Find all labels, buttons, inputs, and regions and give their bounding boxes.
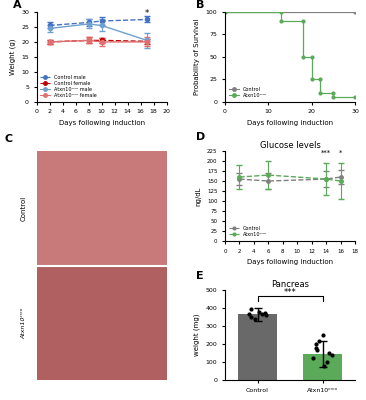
- Point: [259, 310, 265, 317]
- Y-axis label: weight (mg): weight (mg): [194, 314, 200, 356]
- Title: Pancreas: Pancreas: [271, 280, 309, 290]
- Point: [252, 316, 258, 322]
- Text: Atxn10ᶜʳᶜᵒ: Atxn10ᶜʳᶜᵒ: [21, 307, 26, 338]
- Y-axis label: ng/dL: ng/dL: [195, 186, 201, 206]
- Point: [313, 344, 319, 351]
- Y-axis label: Weight (g): Weight (g): [9, 39, 15, 75]
- Legend: Control, Atxn10ᶜʳᶜᵒ: Control, Atxn10ᶜʳᶜᵒ: [228, 224, 268, 238]
- Point: [320, 332, 326, 338]
- Point: [329, 352, 335, 358]
- Point: [313, 341, 319, 347]
- Point: [248, 314, 254, 320]
- Point: [322, 362, 328, 369]
- Y-axis label: Probability of Survival: Probability of Survival: [194, 19, 200, 95]
- X-axis label: Days following induction: Days following induction: [59, 120, 145, 126]
- Point: [310, 355, 316, 362]
- Legend: Control male, Control female, Atxn10ᶜʳᶜᵒ male, Atxn10ᶜʳᶜᵒ female: Control male, Control female, Atxn10ᶜʳᶜᵒ…: [39, 74, 98, 99]
- Point: [316, 337, 322, 344]
- Point: [326, 350, 332, 356]
- FancyBboxPatch shape: [37, 151, 167, 266]
- Text: ***: ***: [284, 288, 296, 297]
- Text: ***: ***: [321, 150, 331, 156]
- Title: Glucose levels: Glucose levels: [259, 141, 321, 150]
- Text: A: A: [13, 0, 22, 10]
- Text: *: *: [145, 10, 149, 18]
- Point: [324, 359, 329, 365]
- Text: Control: Control: [20, 196, 27, 221]
- Text: C: C: [4, 134, 12, 144]
- X-axis label: Days following induction: Days following induction: [247, 120, 333, 126]
- Point: [248, 306, 254, 312]
- FancyBboxPatch shape: [37, 266, 167, 380]
- Point: [262, 310, 268, 316]
- X-axis label: Days following induction: Days following induction: [247, 259, 333, 265]
- Text: *: *: [339, 150, 342, 156]
- Text: B: B: [197, 0, 205, 10]
- Point: [264, 312, 269, 318]
- Point: [257, 308, 262, 315]
- Point: [246, 311, 252, 318]
- Text: E: E: [197, 272, 204, 282]
- Point: [314, 347, 320, 354]
- Text: D: D: [197, 132, 206, 142]
- Bar: [238, 314, 277, 380]
- Bar: [303, 354, 342, 380]
- Legend: Control, Atxn10ᶜʳᶜᵒ: Control, Atxn10ᶜʳᶜᵒ: [228, 86, 268, 99]
